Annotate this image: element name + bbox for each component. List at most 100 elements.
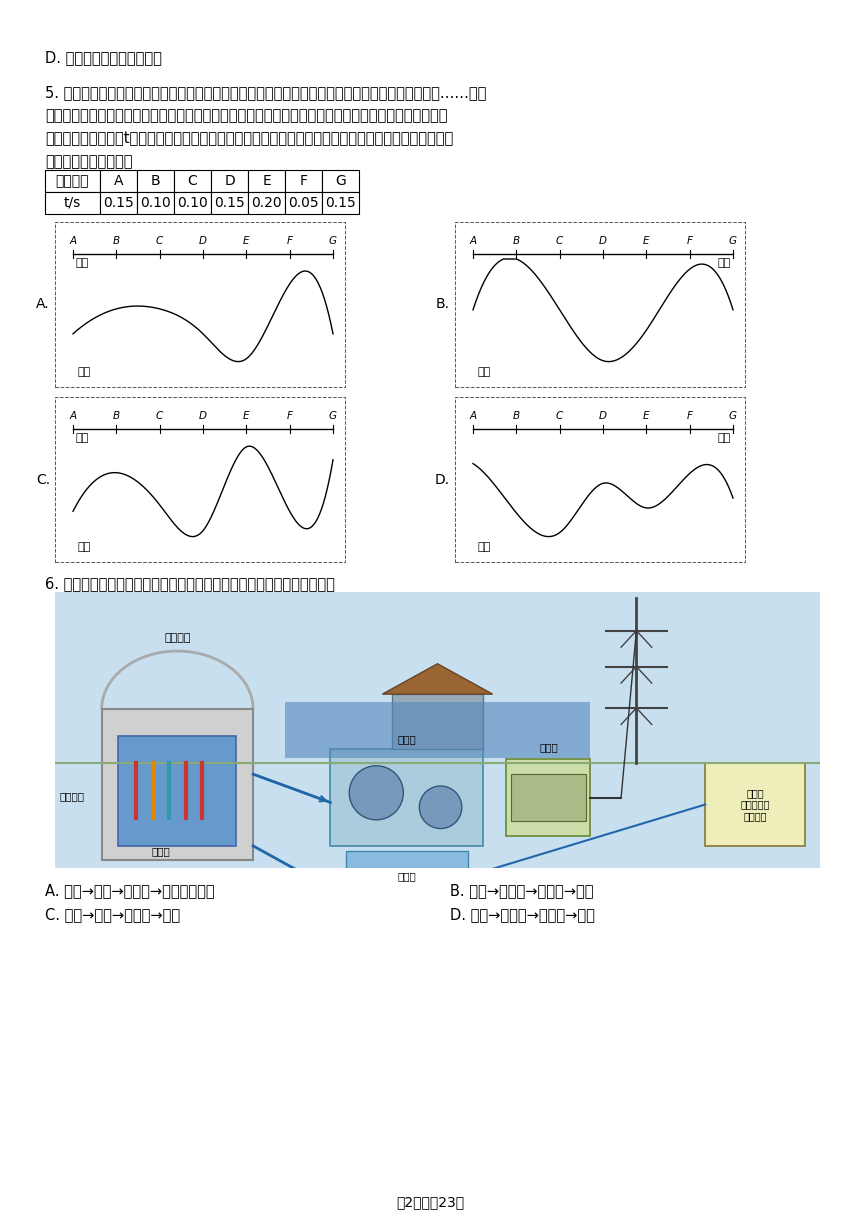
Text: B: B [513, 411, 520, 421]
Text: 海面: 海面 [718, 433, 731, 443]
Text: 0.05: 0.05 [288, 196, 319, 210]
Text: G: G [729, 411, 737, 421]
Text: C.: C. [36, 473, 50, 486]
Text: A: A [470, 236, 476, 246]
Text: 海面: 海面 [75, 258, 89, 268]
Text: A: A [114, 174, 123, 188]
Text: F: F [299, 174, 308, 188]
Text: 0.20: 0.20 [251, 196, 282, 210]
Bar [119, 736, 236, 846]
Text: F: F [686, 411, 692, 421]
Text: 0.10: 0.10 [140, 196, 171, 210]
Bar [45, 170, 100, 192]
Text: 汽轮机: 汽轮机 [397, 734, 416, 744]
Text: F: F [686, 236, 692, 246]
Text: C: C [156, 236, 163, 246]
Bar [211, 192, 248, 214]
Text: A: A [470, 411, 476, 421]
Text: D: D [224, 174, 235, 188]
Text: 冷凝器: 冷凝器 [397, 872, 416, 882]
Bar [455, 223, 745, 387]
Text: D. 核能→机械能→化学能→电能: D. 核能→机械能→化学能→电能 [450, 907, 595, 922]
Text: 冷却器
河水、海水
或冷却塔: 冷却器 河水、海水 或冷却塔 [740, 788, 770, 821]
Text: A: A [70, 236, 77, 246]
Text: D: D [199, 411, 207, 421]
Bar [101, 709, 253, 860]
Text: B: B [113, 411, 120, 421]
Text: 核反应堆: 核反应堆 [164, 632, 191, 642]
Text: 5. 某测量船利用回声探测海洋深度。该测量船从海面上的Ａ点开始，在每隔相等距离的海面上Ｂ、Ｃ……Ｇ点: 5. 某测量船利用回声探测海洋深度。该测量船从海面上的Ａ点开始，在每隔相等距离的… [45, 85, 487, 100]
Text: 海底: 海底 [478, 367, 491, 377]
Text: G: G [329, 411, 337, 421]
Text: D. 此时看到蚂蚁的像是虚像: D. 此时看到蚂蚁的像是虚像 [45, 50, 162, 64]
Text: E: E [643, 236, 649, 246]
Text: D: D [599, 236, 607, 246]
Text: G: G [335, 174, 346, 188]
Text: 海面: 海面 [75, 433, 89, 443]
Text: 0.15: 0.15 [214, 196, 245, 210]
Text: 0.15: 0.15 [103, 196, 134, 210]
Text: 发电机: 发电机 [539, 743, 558, 753]
Bar [705, 764, 805, 846]
Text: C: C [556, 236, 563, 246]
Text: t/s: t/s [64, 196, 81, 210]
Text: D: D [199, 236, 207, 246]
Bar [137, 170, 174, 192]
Text: 6. 如图是核电站发电的原理图。核电站发电时的能量转化情况是（　　）: 6. 如图是核电站发电的原理图。核电站发电时的能量转化情况是（ ） [45, 576, 335, 591]
Bar [511, 775, 587, 821]
Text: 图中合理的是（　　）: 图中合理的是（ ） [45, 154, 132, 169]
Bar [391, 694, 483, 749]
Text: B.: B. [436, 298, 450, 311]
Bar [45, 192, 100, 214]
Text: 处进行测量，各个点均在同一条直线上，测量船发出的超声波的方向垂直海面向下，仪器记录从发出声音: 处进行测量，各个点均在同一条直线上，测量船发出的超声波的方向垂直海面向下，仪器记… [45, 108, 447, 123]
Text: 采样位置: 采样位置 [56, 174, 89, 188]
Bar [137, 192, 174, 214]
Text: 第2页，共23页: 第2页，共23页 [396, 1195, 464, 1209]
Text: 到接收到回声的时间t，如下表所示。图中水平直线表示海面，曲线表示海底的起伏状况。根据上述信息，: 到接收到回声的时间t，如下表所示。图中水平直线表示海面，曲线表示海底的起伏状况。… [45, 131, 453, 146]
Text: B: B [150, 174, 160, 188]
Text: 海底: 海底 [478, 542, 491, 552]
Bar [322, 170, 359, 192]
Text: G: G [729, 236, 737, 246]
Bar [346, 851, 468, 901]
Text: 海面: 海面 [718, 258, 731, 268]
Bar [330, 749, 483, 846]
Text: C: C [156, 411, 163, 421]
Text: E: E [243, 411, 249, 421]
Text: 压力容器: 压力容器 [60, 792, 85, 801]
Bar [55, 223, 345, 387]
Bar [507, 759, 591, 837]
Bar [285, 192, 322, 214]
Text: B: B [513, 236, 520, 246]
Text: E: E [243, 236, 249, 246]
Text: 海底: 海底 [78, 542, 91, 552]
Text: B: B [113, 236, 120, 246]
Polygon shape [383, 664, 493, 694]
Text: F: F [286, 411, 292, 421]
Text: C: C [556, 411, 563, 421]
Text: F: F [286, 236, 292, 246]
Text: A.: A. [36, 298, 50, 311]
Text: 控制棒: 控制棒 [151, 846, 170, 856]
Text: A: A [70, 411, 77, 421]
Bar [285, 170, 322, 192]
Bar [174, 192, 211, 214]
Bar [100, 170, 137, 192]
Bar [100, 192, 137, 214]
Bar [174, 170, 211, 192]
Text: E: E [643, 411, 649, 421]
Text: A. 核能→内能→机械能→电能核反应堆: A. 核能→内能→机械能→电能核反应堆 [45, 883, 215, 897]
Bar [55, 396, 345, 562]
Bar [248, 170, 285, 192]
Text: D: D [599, 411, 607, 421]
Text: C: C [187, 174, 198, 188]
Bar [322, 192, 359, 214]
Text: B. 核能→化学能→机械能→电能: B. 核能→化学能→机械能→电能 [450, 883, 593, 897]
Text: 0.15: 0.15 [325, 196, 356, 210]
Bar [455, 396, 745, 562]
Text: G: G [329, 236, 337, 246]
Circle shape [349, 766, 403, 820]
Text: E: E [262, 174, 271, 188]
Polygon shape [285, 703, 591, 758]
Bar [248, 192, 285, 214]
